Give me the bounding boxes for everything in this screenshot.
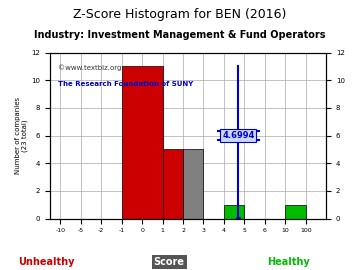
Bar [183, 150, 203, 219]
Text: 4.6994: 4.6994 [222, 131, 255, 140]
Text: Industry: Investment Management & Fund Operators: Industry: Investment Management & Fund O… [34, 30, 326, 40]
Text: The Research Foundation of SUNY: The Research Foundation of SUNY [58, 81, 194, 87]
Bar [163, 150, 183, 219]
Text: Healthy: Healthy [267, 257, 309, 267]
Text: Unhealthy: Unhealthy [19, 257, 75, 267]
Text: ©www.textbiz.org: ©www.textbiz.org [58, 64, 122, 71]
Bar [285, 205, 306, 219]
Text: Z-Score Histogram for BEN (2016): Z-Score Histogram for BEN (2016) [73, 8, 287, 21]
Text: Score: Score [154, 257, 185, 267]
Bar [224, 205, 244, 219]
Y-axis label: Number of companies
(23 total): Number of companies (23 total) [15, 97, 28, 174]
Bar [122, 66, 163, 219]
